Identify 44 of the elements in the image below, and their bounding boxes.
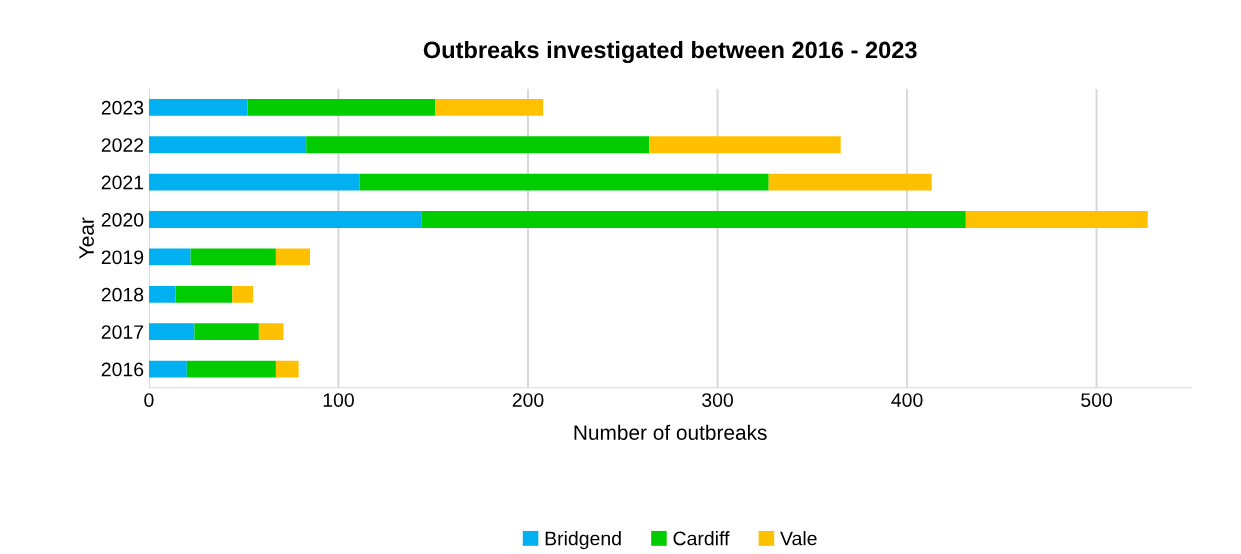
x-tick-label: 500 xyxy=(1081,393,1113,407)
bar xyxy=(194,323,259,341)
bar xyxy=(247,98,436,116)
y-tick-label: 2021 xyxy=(101,175,144,190)
bar xyxy=(306,136,650,154)
bar xyxy=(232,285,254,303)
x-axis-title: Number of outbreaks xyxy=(574,424,767,440)
bar xyxy=(148,248,191,266)
bar xyxy=(148,285,176,303)
y-tick-label: 2022 xyxy=(101,138,144,152)
x-tick-label: 400 xyxy=(891,393,923,407)
bar xyxy=(768,173,932,191)
bar xyxy=(148,136,307,154)
bar xyxy=(421,211,966,228)
bar xyxy=(148,98,248,116)
bar xyxy=(148,360,187,378)
y-tick-label: 2020 xyxy=(101,212,144,227)
y-tick-label: 2019 xyxy=(101,250,144,265)
bar xyxy=(175,285,233,303)
legend-label: Vale xyxy=(780,531,817,546)
y-tick-label: 2023 xyxy=(101,100,144,115)
x-tick-label: 200 xyxy=(512,393,544,407)
y-tick-label: 2016 xyxy=(101,362,144,377)
bar xyxy=(965,211,1148,228)
legend-label: Cardiff xyxy=(673,531,730,546)
bar xyxy=(359,173,769,191)
x-tick-label: 300 xyxy=(702,393,733,407)
y-tick-label: 2017 xyxy=(101,325,144,339)
chart-title: Outbreaks investigated between 2016 - 2023 xyxy=(423,40,917,64)
bar xyxy=(148,211,422,228)
x-tick-label: 0 xyxy=(144,393,154,407)
y-tick-label: 2018 xyxy=(101,287,144,302)
bar xyxy=(649,136,841,154)
bar xyxy=(275,248,311,266)
x-tick-label: 100 xyxy=(323,393,354,407)
bar xyxy=(275,360,299,378)
legend-label: Bridgend xyxy=(545,531,621,550)
bar xyxy=(258,323,284,341)
bar xyxy=(190,248,276,266)
bar xyxy=(186,360,276,378)
bar xyxy=(435,98,544,116)
y-axis-title: Year xyxy=(79,217,94,259)
bar xyxy=(148,173,360,191)
bar xyxy=(148,323,195,341)
